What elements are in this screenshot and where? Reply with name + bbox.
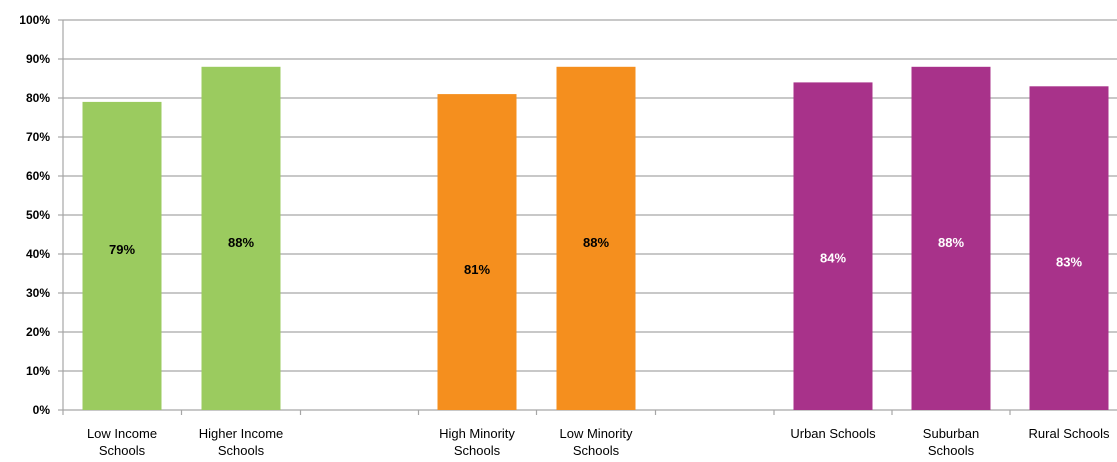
y-tick-label: 60%	[26, 169, 50, 183]
data-label: 88%	[583, 235, 609, 250]
category-label: Schools	[573, 443, 620, 458]
category-label: Low Income	[87, 426, 157, 441]
y-tick-label: 0%	[33, 403, 51, 417]
bar	[1029, 86, 1109, 411]
y-tick-label: 20%	[26, 325, 50, 339]
bar	[556, 66, 636, 411]
y-tick-label: 70%	[26, 130, 50, 144]
category-label: Urban Schools	[790, 426, 876, 441]
y-tick-label: 30%	[26, 286, 50, 300]
category-label: Higher Income	[199, 426, 284, 441]
category-label: Rural Schools	[1029, 426, 1110, 441]
y-tick-label: 80%	[26, 91, 50, 105]
y-tick-label: 10%	[26, 364, 50, 378]
category-label: Schools	[218, 443, 265, 458]
y-tick-label: 40%	[26, 247, 50, 261]
y-tick-label: 50%	[26, 208, 50, 222]
category-label: High Minority	[439, 426, 515, 441]
data-label: 79%	[109, 242, 135, 257]
data-label: 84%	[820, 250, 846, 265]
data-label: 81%	[464, 262, 490, 277]
category-label: Schools	[99, 443, 146, 458]
data-label: 83%	[1056, 254, 1082, 269]
data-label: 88%	[228, 235, 254, 250]
y-tick-label: 100%	[19, 13, 50, 27]
data-label: 88%	[938, 235, 964, 250]
category-label: Low Minority	[560, 426, 633, 441]
bar	[437, 94, 517, 410]
bar	[82, 101, 162, 411]
category-label: Suburban	[923, 426, 979, 441]
y-tick-label: 90%	[26, 52, 50, 66]
bar	[201, 66, 281, 411]
category-label: Schools	[928, 443, 975, 458]
bar	[911, 66, 991, 411]
category-label: Schools	[454, 443, 501, 458]
bar	[793, 82, 873, 411]
